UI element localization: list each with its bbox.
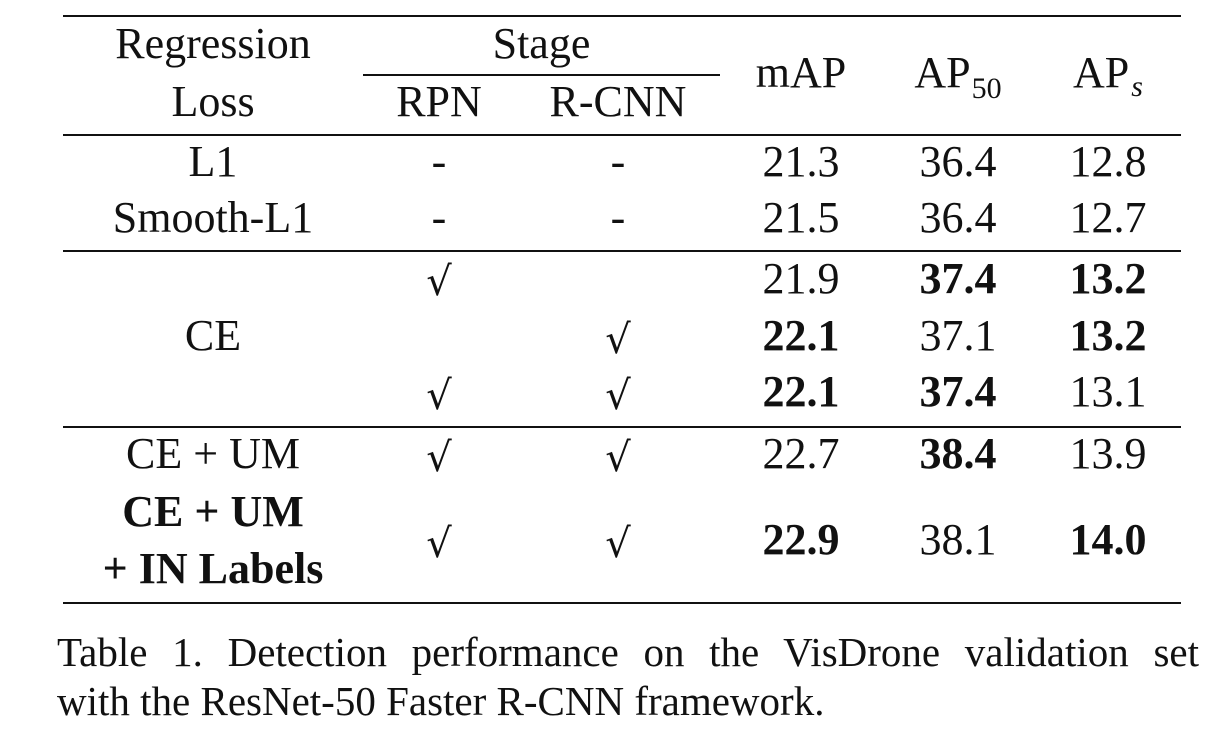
header-stage: Stage	[492, 19, 591, 68]
table-row-5-rpn-check: √	[426, 373, 452, 419]
stage-cmidrule	[363, 74, 720, 76]
table-row-6-aps: 13.9	[1069, 429, 1147, 478]
table-row-1-rcnn: -	[610, 137, 626, 186]
table-row-2-loss: Smooth-L1	[112, 193, 314, 242]
table-row-7-rcnn-check: √	[605, 521, 631, 567]
caption-line-2: with the ResNet-50 Faster R-CNN framewor…	[57, 678, 825, 724]
table-row-4-aps: 13.2	[1069, 311, 1147, 360]
table-row-5-rcnn-check: √	[605, 373, 631, 419]
table-row-1-loss: L1	[188, 137, 238, 186]
header-rcnn: R-CNN	[549, 77, 687, 126]
header-map: mAP	[755, 48, 847, 97]
table-row-7-map: 22.9	[762, 515, 840, 564]
header-ap50: AP50	[893, 45, 1023, 105]
header-rpn: RPN	[396, 77, 482, 126]
top-rule	[63, 15, 1181, 17]
header-aps-sub: s	[1131, 70, 1143, 103]
table-row-3-aps: 13.2	[1069, 254, 1147, 303]
table-row-1-aps: 12.8	[1069, 137, 1147, 186]
table-row-1-rpn: -	[431, 137, 447, 186]
results-table: Regression Loss Stage RPN R-CNN mAP AP50…	[63, 0, 1181, 610]
table-row-7-aps: 14.0	[1069, 515, 1147, 564]
table-row-7-loss-line2: + IN Labels	[102, 544, 324, 593]
table-row-6-loss: CE + UM	[126, 429, 300, 478]
table-row-7-ap50: 38.1	[919, 515, 997, 564]
table-row-1-map: 21.3	[762, 137, 840, 186]
table-row-2-map: 21.5	[762, 193, 840, 242]
table-row-3-rpn-check: √	[426, 259, 452, 305]
group-rule-2	[63, 426, 1181, 428]
header-rule	[63, 134, 1181, 136]
bottom-rule	[63, 602, 1181, 604]
table-row-2-ap50: 36.4	[919, 193, 997, 242]
table-row-6-rpn-check: √	[426, 435, 452, 481]
group-rule-1	[63, 250, 1181, 252]
table-row-4-rcnn-check: √	[605, 317, 631, 363]
table-row-6-rcnn-check: √	[605, 435, 631, 481]
header-ap50-sub: 50	[971, 72, 1002, 105]
table-row-2-aps: 12.7	[1069, 193, 1147, 242]
table-row-7-loss-line1: CE + UM	[122, 487, 304, 536]
table-row-3-ap50: 37.4	[919, 254, 997, 303]
table-caption: Table 1. Detection performance on the Vi…	[57, 628, 1199, 726]
table-row-5-ap50: 37.4	[919, 367, 997, 416]
header-aps: APs	[1048, 45, 1168, 103]
table-row-2-rcnn: -	[610, 193, 626, 242]
table-row-1-ap50: 36.4	[919, 137, 997, 186]
caption-line-1: Table 1. Detection performance on the Vi…	[57, 629, 1199, 675]
table-row-7-rpn-check: √	[426, 521, 452, 567]
header-ap50-base: AP	[914, 48, 971, 97]
table-row-5-aps: 13.1	[1069, 367, 1147, 416]
table-row-6-ap50: 38.4	[919, 429, 997, 478]
table-row-2-rpn: -	[431, 193, 447, 242]
header-aps-base: AP	[1073, 48, 1130, 97]
table-row-3-map: 21.9	[762, 254, 840, 303]
table-row-4-ap50: 37.1	[919, 311, 997, 360]
header-loss-line1: Regression	[115, 19, 311, 68]
table-row-5-map: 22.1	[762, 367, 840, 416]
table-row-4-map: 22.1	[762, 311, 840, 360]
table-row-6-map: 22.7	[762, 429, 840, 478]
table-row-4-loss: CE	[184, 311, 242, 360]
header-loss-line2: Loss	[171, 77, 255, 126]
